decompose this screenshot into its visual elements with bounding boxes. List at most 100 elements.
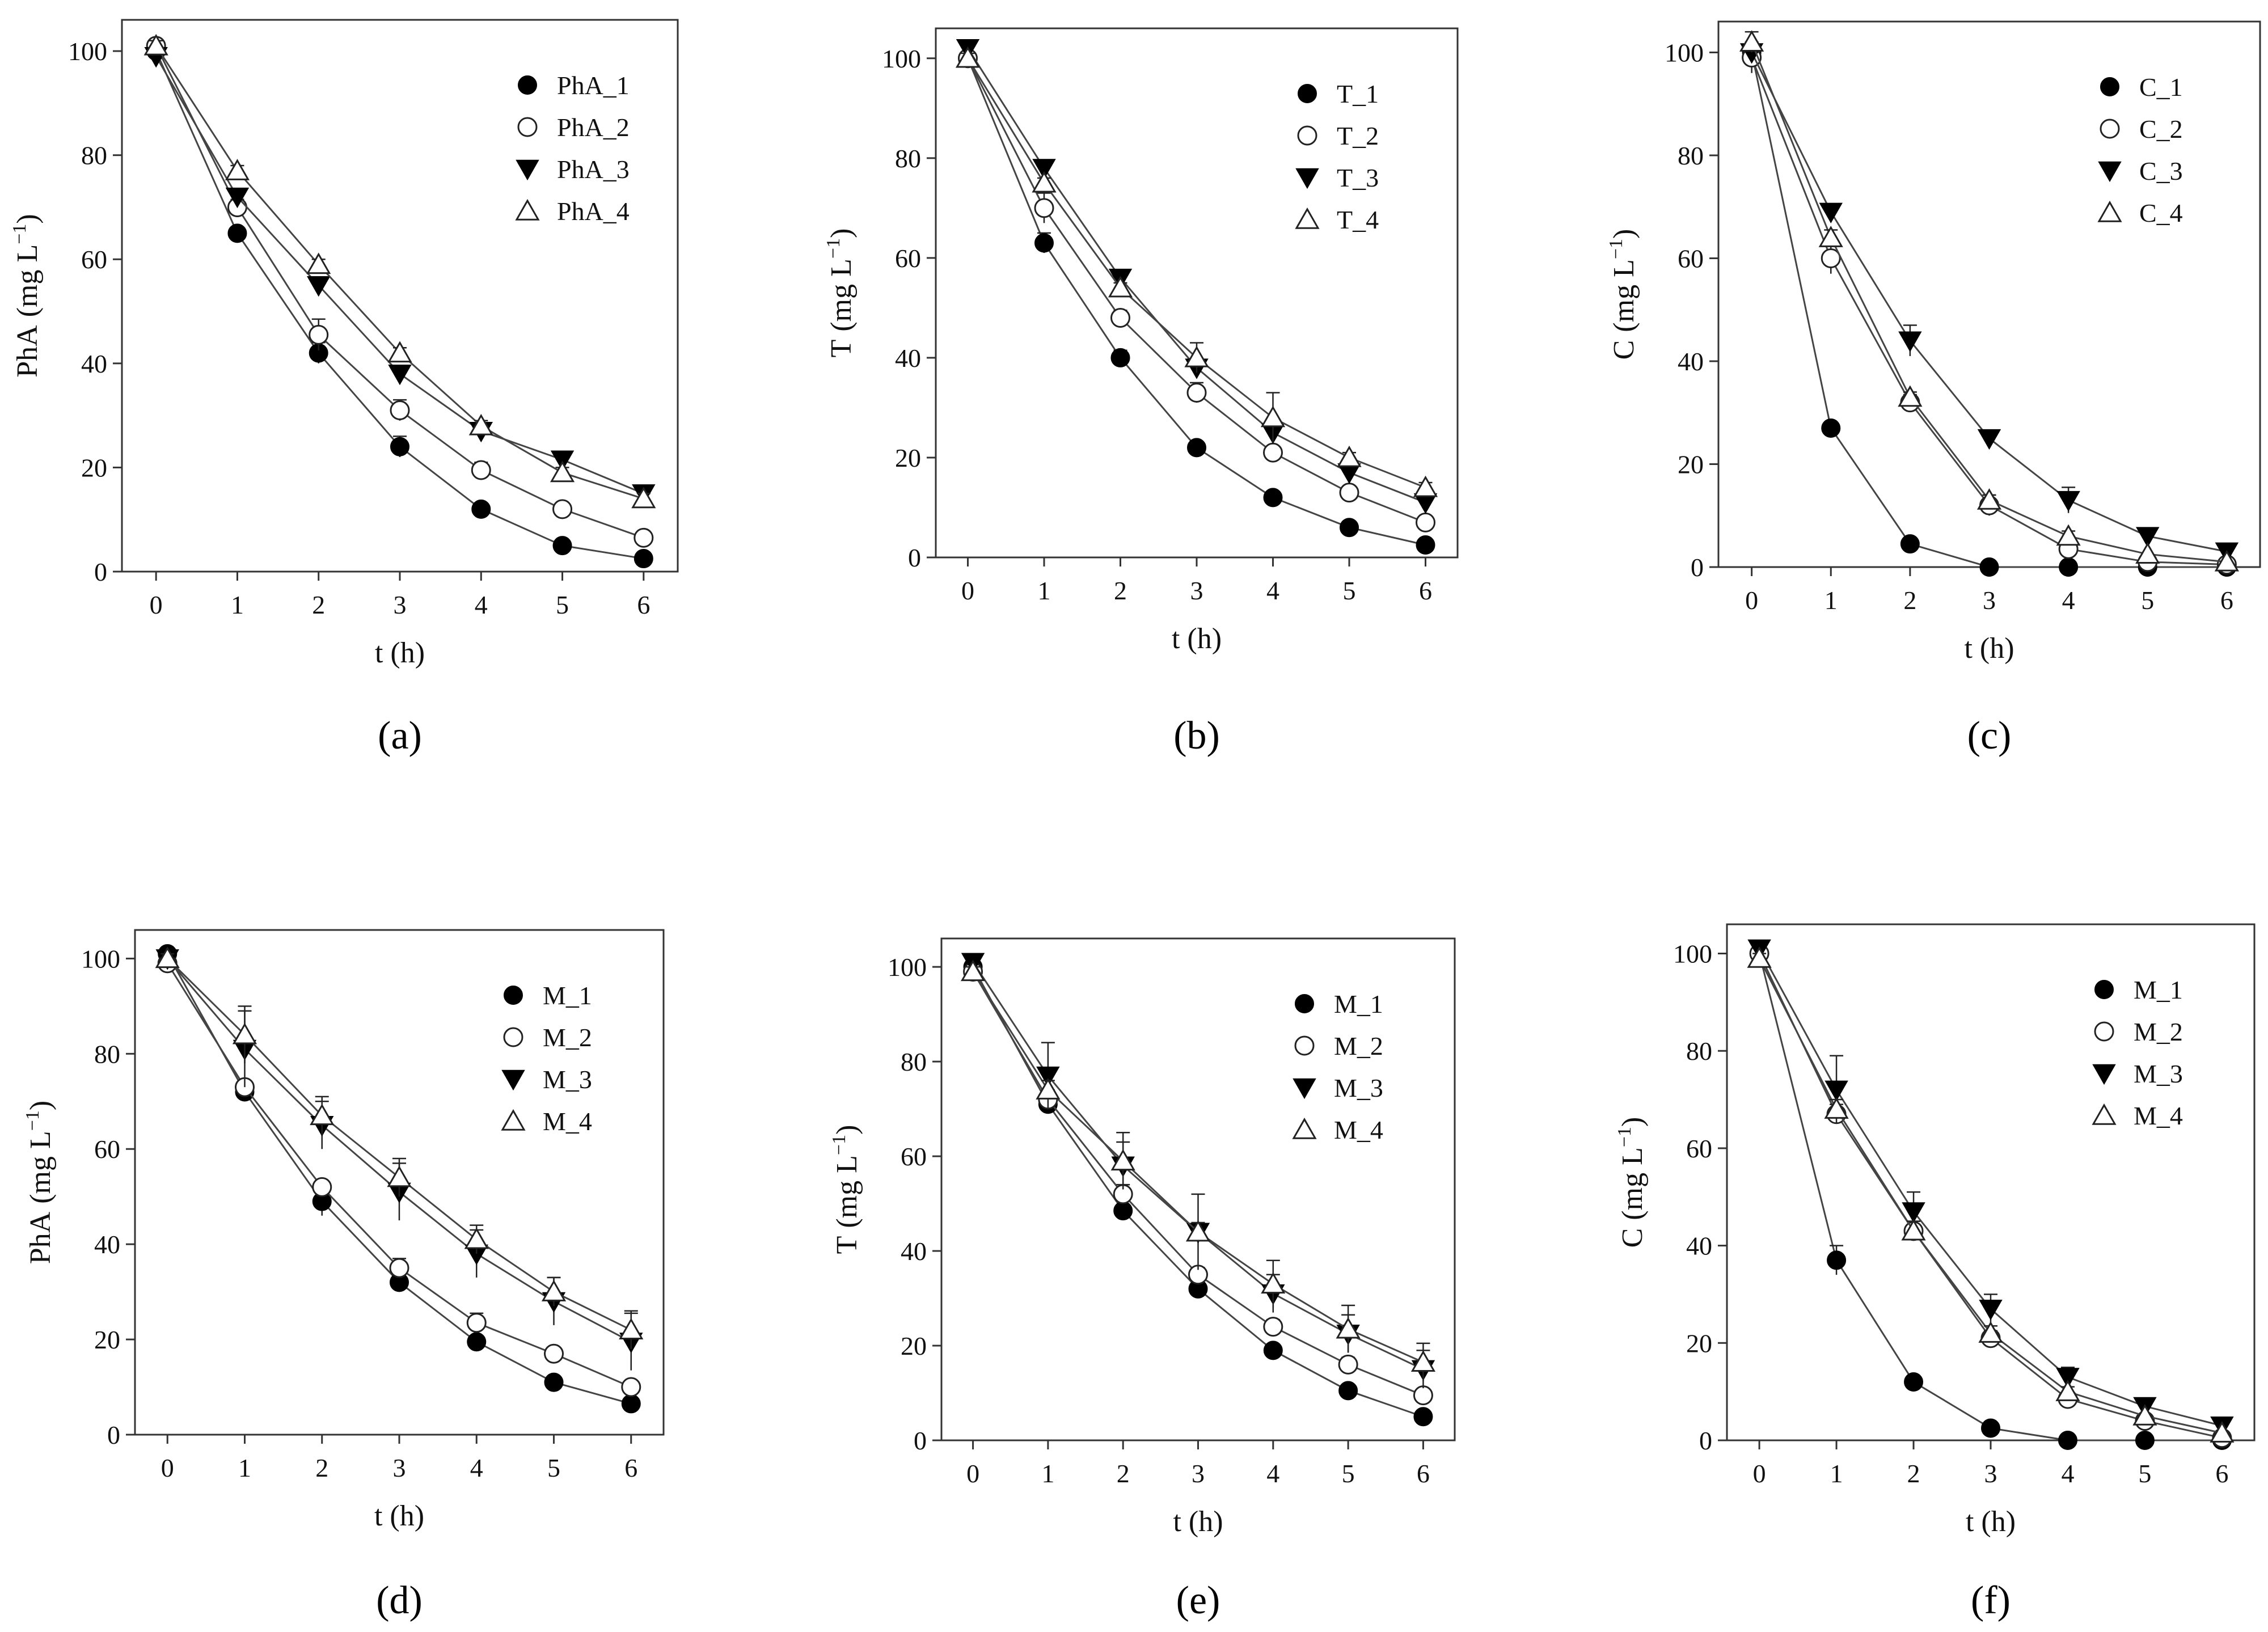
data-point xyxy=(1824,1097,1849,1119)
data-point xyxy=(2058,1431,2077,1450)
x-tick-label: 4 xyxy=(1266,1459,1279,1488)
series-T_1 xyxy=(958,48,1435,555)
legend-marker xyxy=(2100,119,2120,139)
legend-marker xyxy=(516,159,539,181)
x-tick-label: 6 xyxy=(624,1453,637,1482)
legend-label: M_2 xyxy=(2134,1017,2183,1046)
data-point xyxy=(225,159,250,180)
legend-label: PhA_3 xyxy=(557,155,630,184)
data-point xyxy=(621,1394,641,1414)
data-point xyxy=(2135,1431,2155,1450)
y-tick-label: 20 xyxy=(901,1331,927,1360)
y-tick-label: 60 xyxy=(94,1135,120,1164)
y-tick-label: 60 xyxy=(81,245,107,274)
x-tick-label: 1 xyxy=(1041,1459,1054,1488)
y-axis-unit-exponent: −1 xyxy=(9,224,30,244)
data-point xyxy=(1979,1300,2003,1321)
x-tick-label: 5 xyxy=(547,1453,560,1482)
y-axis-unit-exponent: −1 xyxy=(1606,239,1627,259)
data-point xyxy=(2056,1368,2080,1389)
legend-marker xyxy=(518,75,537,95)
data-point xyxy=(1263,442,1283,463)
y-tick-label: 100 xyxy=(81,944,120,973)
data-point xyxy=(1263,488,1283,508)
data-point xyxy=(1413,1407,1433,1427)
data-point xyxy=(225,187,250,209)
x-tick-label: 0 xyxy=(161,1453,174,1482)
y-axis-unit: (mg L xyxy=(24,1131,57,1204)
y-axis-label: C (mg L−1) xyxy=(1614,1117,1649,1248)
legend-marker xyxy=(515,198,540,221)
legend-marker xyxy=(2094,1021,2114,1042)
data-point xyxy=(307,276,331,297)
y-axis-unit-close: ) xyxy=(831,1125,863,1135)
legend-label: T_2 xyxy=(1337,121,1379,150)
y-axis-quantity: PhA xyxy=(24,1211,57,1264)
series-line xyxy=(972,961,1424,1371)
y-tick-label: 20 xyxy=(81,453,107,482)
x-tick-label: 2 xyxy=(312,590,325,619)
y-axis-unit-exponent: −1 xyxy=(22,1110,43,1131)
legend: PhA_1 PhA_2 PhA_3 PhA_4 xyxy=(515,71,630,226)
x-tick-label: 3 xyxy=(1192,1459,1205,1488)
legend-label: M_4 xyxy=(1334,1115,1383,1144)
legend-marker xyxy=(2092,1064,2116,1085)
x-axis-label: t (h) xyxy=(374,1500,424,1532)
y-tick-label: 0 xyxy=(1691,553,1704,582)
legend: C_1 C_2 C_3 C_4 xyxy=(2097,73,2183,227)
data-point xyxy=(1413,1385,1433,1406)
panel-caption: (f) xyxy=(1971,1579,2011,1622)
y-tick-label: 0 xyxy=(914,1426,927,1455)
y-tick-label: 60 xyxy=(1686,1134,1712,1163)
legend-marker xyxy=(501,1109,526,1131)
legend-label: M_1 xyxy=(1334,990,1383,1018)
legend-marker xyxy=(1295,168,1319,189)
data-point xyxy=(1900,534,1920,554)
data-point xyxy=(1747,946,1772,968)
series-M_3 xyxy=(1747,939,2234,1437)
legend-label: C_2 xyxy=(2139,115,2183,143)
y-axis-unit-close: ) xyxy=(1616,1117,1649,1127)
x-axis-label: t (h) xyxy=(375,637,425,669)
series-line xyxy=(972,971,1424,1363)
y-tick-label: 80 xyxy=(1678,141,1704,170)
x-tick-label: 4 xyxy=(1266,576,1279,605)
data-point xyxy=(155,946,180,969)
data-point xyxy=(960,959,986,982)
y-axis-label: T (mg L−1) xyxy=(823,229,858,358)
data-point xyxy=(1110,308,1130,328)
data-point xyxy=(390,400,410,420)
data-point xyxy=(387,1165,412,1187)
legend-marker xyxy=(517,117,538,137)
data-point xyxy=(1336,1317,1361,1339)
data-point xyxy=(1898,331,1922,352)
y-tick-label: 80 xyxy=(81,141,107,170)
x-tick-label: 4 xyxy=(2062,586,2075,615)
legend-label: C_3 xyxy=(2139,157,2183,185)
x-tick-label: 1 xyxy=(1037,576,1050,605)
y-axis-quantity: PhA xyxy=(11,325,44,378)
legend-label: T_4 xyxy=(1337,205,1379,234)
data-point xyxy=(1187,438,1206,458)
data-point xyxy=(466,1313,487,1333)
legend-label: M_3 xyxy=(543,1065,592,1094)
data-point xyxy=(390,437,409,456)
y-tick-label: 0 xyxy=(107,1420,120,1449)
y-axis-unit-exponent: −1 xyxy=(829,1135,850,1155)
data-point xyxy=(619,1318,644,1339)
data-point xyxy=(1976,488,2002,510)
legend-marker xyxy=(501,1069,525,1091)
data-point xyxy=(471,460,491,480)
data-point xyxy=(227,223,247,243)
x-tick-label: 2 xyxy=(1903,586,1916,615)
series-M_3 xyxy=(961,953,1435,1389)
y-axis-unit-exponent: −1 xyxy=(823,238,844,259)
y-axis-quantity: C xyxy=(1608,340,1640,360)
data-point xyxy=(387,341,412,363)
y-tick-label: 20 xyxy=(94,1325,120,1354)
x-tick-label: 4 xyxy=(475,590,488,619)
legend-label: PhA_1 xyxy=(557,71,630,100)
x-tick-label: 6 xyxy=(2220,586,2233,615)
panel-caption: (e) xyxy=(1176,1579,1220,1622)
